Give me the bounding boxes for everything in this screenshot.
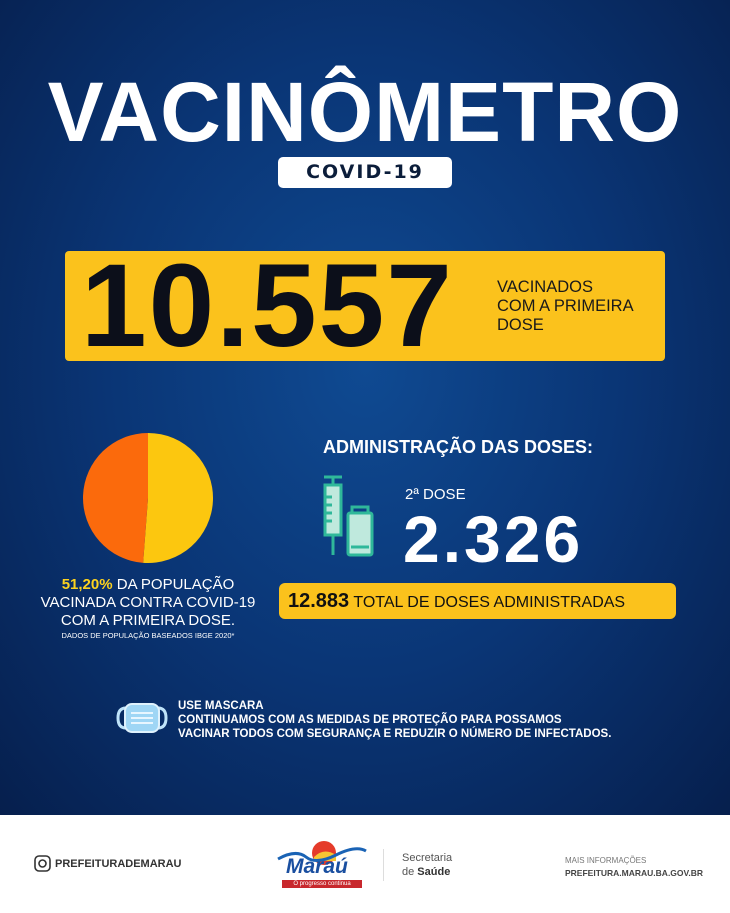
- logo-text: Maraú: [286, 855, 348, 878]
- mask-message: USE MASCARA CONTINUAMOS COM AS MEDIDAS D…: [178, 699, 611, 741]
- syringe-icon: [323, 475, 374, 557]
- total-doses-bar: 12.883 TOTAL DE DOSES ADMINISTRADAS: [279, 583, 676, 619]
- footer: PREFEITURADEMARAU Maraú O progresso cont…: [0, 815, 730, 913]
- face-mask-icon: [116, 703, 168, 733]
- first-dose-value: 10.557: [81, 240, 454, 372]
- more-info: MAIS INFORMAÇÕES PREFEITURA.MARAU.BA.GOV…: [565, 855, 703, 879]
- text: Saúde: [417, 866, 451, 878]
- subtitle-badge: COVID-19: [278, 157, 452, 188]
- first-dose-label: VACINADOS COM A PRIMEIRA DOSE: [497, 278, 634, 335]
- vial-icon: [346, 505, 374, 557]
- second-dose-label: 2ª DOSE: [405, 486, 466, 503]
- pie-slice-unvaccinated: [83, 433, 148, 563]
- pie-slice-vaccinated: [143, 433, 213, 563]
- population-text: 51,20% DA POPULAÇÃO VACINADA CONTRA COVI…: [20, 576, 276, 642]
- population-percent: 51,20%: [61, 576, 113, 593]
- info-url-link[interactable]: PREFEITURA.MARAU.BA.GOV.BR: [565, 868, 704, 878]
- label-line: DOSE: [497, 316, 544, 334]
- population-pie: [83, 433, 213, 563]
- page-title: VACINÔMETRO: [47, 65, 683, 159]
- text: VACINAR TODOS COM SEGURANÇA E REDUZIR O …: [178, 728, 612, 740]
- text: COM A PRIMEIRA DOSE.: [60, 612, 236, 629]
- poster: VACINÔMETRO COVID-19 10.557 VACINADOS CO…: [0, 0, 730, 815]
- text: de: [402, 866, 418, 878]
- text: Secretaria: [402, 852, 453, 864]
- instagram-handle: PREFEITURADEMARAU: [55, 857, 182, 870]
- text: VACINADA CONTRA COVID-19: [40, 594, 256, 611]
- total-doses-label: TOTAL DE DOSES ADMINISTRADAS: [349, 594, 626, 611]
- second-dose-value: 2.326: [403, 502, 584, 576]
- instagram-icon: [34, 855, 51, 872]
- doses-heading: ADMINISTRAÇÃO DAS DOSES:: [323, 437, 594, 457]
- logo-slogan: O progresso continua: [293, 881, 351, 887]
- text: USE MASCARA: [178, 700, 264, 712]
- label-line: VACINADOS: [497, 278, 593, 296]
- text: CONTINUAMOS COM AS MEDIDAS DE PROTEÇÃO P…: [178, 714, 562, 726]
- total-doses-value: 12.883: [288, 590, 350, 612]
- marau-logo: Maraú O progresso continua: [276, 839, 368, 889]
- population-note: DADOS DE POPULAÇÃO BASEADOS IBGE 2020*: [61, 631, 235, 640]
- instagram-link[interactable]: PREFEITURADEMARAU: [34, 855, 182, 872]
- info-label: MAIS INFORMAÇÕES: [565, 856, 647, 865]
- divider: [383, 849, 384, 881]
- department: Secretaria de Saúde: [402, 851, 452, 879]
- label-line: COM A PRIMEIRA: [497, 297, 634, 315]
- text: DA POPULAÇÃO: [112, 576, 235, 593]
- first-dose-box: 10.557 VACINADOS COM A PRIMEIRA DOSE: [65, 240, 665, 372]
